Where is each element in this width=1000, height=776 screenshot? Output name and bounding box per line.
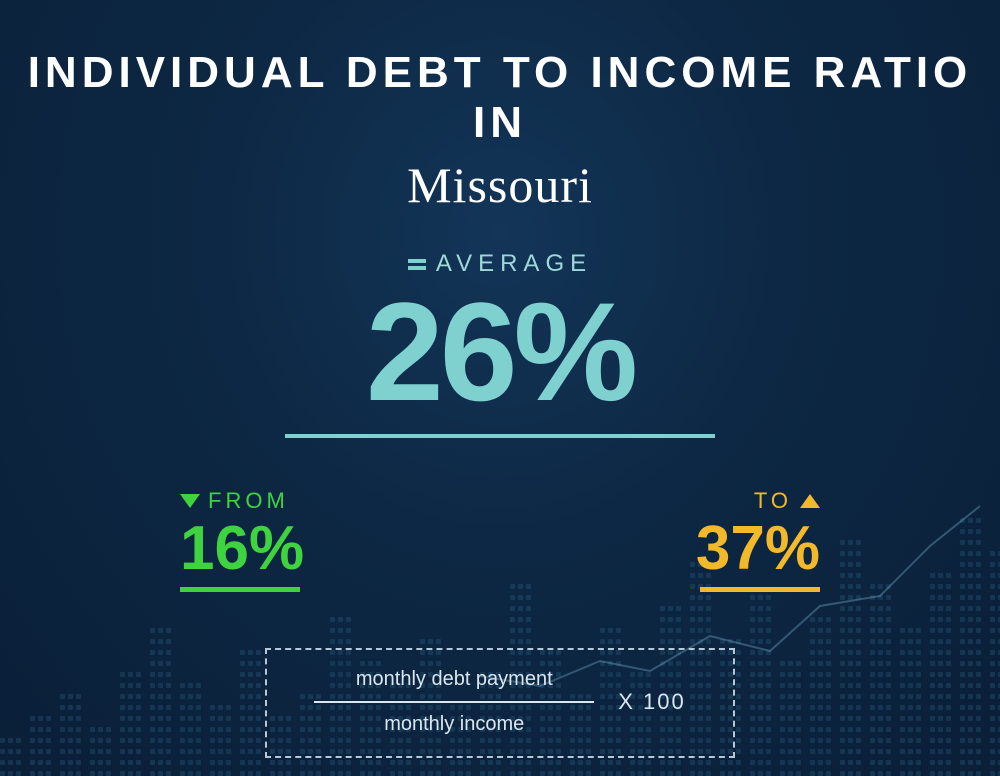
formula-denominator: monthly income xyxy=(384,713,524,736)
range-from-label: FROM xyxy=(208,488,289,514)
triangle-up-icon xyxy=(800,494,820,508)
range-to-underline xyxy=(700,587,820,592)
formula-fraction: monthly debt payment monthly income xyxy=(314,668,594,736)
range-from-underline xyxy=(180,587,300,592)
range-to-label: TO xyxy=(754,488,792,514)
range-to-block: TO 37% xyxy=(696,488,820,592)
equals-icon xyxy=(408,259,426,270)
title-line-2: Missouri xyxy=(0,156,1000,214)
formula-multiplier: X 100 xyxy=(618,689,686,715)
infographic-content: INDIVIDUAL DEBT TO INCOME RATIO IN Misso… xyxy=(0,0,1000,776)
range-to-label-row: TO xyxy=(696,488,820,514)
range-from-label-row: FROM xyxy=(180,488,304,514)
average-underline xyxy=(285,434,715,438)
average-value: 26% xyxy=(285,282,715,422)
title-line-1: INDIVIDUAL DEBT TO INCOME RATIO IN xyxy=(0,48,1000,148)
formula-divider xyxy=(314,701,594,703)
range-to-value: 37% xyxy=(696,516,820,581)
formula-numerator: monthly debt payment xyxy=(356,668,553,691)
range-row: FROM 16% TO 37% xyxy=(0,488,1000,592)
triangle-down-icon xyxy=(180,494,200,508)
average-block: AVERAGE 26% xyxy=(285,250,715,438)
formula-box: monthly debt payment monthly income X 10… xyxy=(265,648,735,758)
range-from-value: 16% xyxy=(180,516,304,581)
range-from-block: FROM 16% xyxy=(180,488,304,592)
